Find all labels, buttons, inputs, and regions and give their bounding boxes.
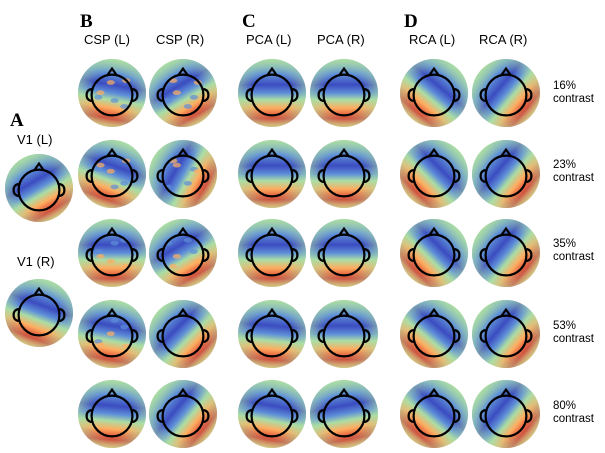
row-label-16: 16% contrast [553, 80, 594, 106]
topomap-rca-left-23 [400, 140, 468, 208]
head-outline [85, 387, 139, 438]
topomap-csp-right-35 [149, 219, 217, 287]
panel-letter-a: A [10, 110, 24, 131]
row-label-word: contrast [553, 333, 594, 345]
head-outline [479, 387, 533, 438]
row-label-percent: 80% [553, 400, 577, 412]
topomap-rca-left-35 [400, 219, 468, 287]
head-outline [245, 226, 299, 277]
row-label-53: 53% contrast [553, 320, 594, 346]
topomap-pca-right-35 [310, 219, 378, 287]
panel-letter-b: B [80, 11, 93, 32]
head-outline [156, 307, 210, 358]
head-outline [317, 66, 371, 117]
topomap-v1-right [5, 279, 73, 347]
head-outline [407, 66, 461, 117]
topomap-pca-left-16 [238, 59, 306, 127]
row-label-word: contrast [553, 251, 594, 263]
topomap-rca-right-35 [472, 219, 540, 287]
column-label-csp-right: CSP (R) [156, 32, 205, 47]
topomap-rca-left-16 [400, 59, 468, 127]
column-label-pca-right: PCA (R) [317, 32, 365, 47]
topomap-csp-right-23 [149, 140, 217, 208]
head-outline [156, 147, 210, 198]
row-label-percent: 23% [553, 159, 577, 171]
head-outline [245, 66, 299, 117]
head-outline [407, 226, 461, 277]
head-outline [407, 307, 461, 358]
row-label-word: contrast [553, 413, 594, 425]
row-label-word: contrast [553, 93, 594, 105]
topomap-rca-right-23 [472, 140, 540, 208]
v1-right-label: V1 (R) [17, 254, 55, 269]
topomap-csp-left-80 [78, 380, 146, 448]
head-outline [12, 286, 66, 337]
topomap-csp-right-80 [149, 380, 217, 448]
v1-left-label: V1 (L) [17, 132, 53, 147]
topomap-pca-left-53 [238, 300, 306, 368]
row-label-80: 80% contrast [553, 400, 594, 426]
panel-letter-c: C [242, 11, 256, 32]
head-outline [85, 147, 139, 198]
head-outline [317, 147, 371, 198]
panel-letter-d: D [404, 11, 418, 32]
topomap-csp-left-35 [78, 219, 146, 287]
topomap-rca-right-80 [472, 380, 540, 448]
head-outline [245, 147, 299, 198]
topomap-csp-left-23 [78, 140, 146, 208]
topomap-csp-left-16 [78, 59, 146, 127]
topomap-rca-left-53 [400, 300, 468, 368]
row-label-35: 35% contrast [553, 238, 594, 264]
topomap-csp-right-16 [149, 59, 217, 127]
topomap-pca-right-16 [310, 59, 378, 127]
head-outline [245, 387, 299, 438]
column-label-rca-left: RCA (L) [409, 32, 456, 47]
head-outline [156, 66, 210, 117]
topomap-rca-right-16 [472, 59, 540, 127]
row-label-percent: 35% [553, 238, 577, 250]
head-outline [479, 66, 533, 117]
topomap-pca-right-80 [310, 380, 378, 448]
head-outline [317, 226, 371, 277]
topomap-pca-right-23 [310, 140, 378, 208]
head-outline [85, 66, 139, 117]
column-label-pca-left: PCA (L) [246, 32, 292, 47]
topomap-v1-left [5, 154, 73, 222]
topomap-pca-left-80 [238, 380, 306, 448]
topomap-rca-right-53 [472, 300, 540, 368]
topomap-pca-right-53 [310, 300, 378, 368]
head-outline [479, 147, 533, 198]
head-outline [479, 307, 533, 358]
topomap-pca-left-23 [238, 140, 306, 208]
head-outline [85, 307, 139, 358]
topomap-pca-left-35 [238, 219, 306, 287]
head-outline [156, 387, 210, 438]
topomap-rca-left-80 [400, 380, 468, 448]
row-label-percent: 53% [553, 320, 577, 332]
head-outline [479, 226, 533, 277]
row-label-23: 23% contrast [553, 159, 594, 185]
column-label-rca-right: RCA (R) [479, 32, 528, 47]
column-label-csp-left: CSP (L) [84, 32, 130, 47]
head-outline [317, 307, 371, 358]
head-outline [407, 147, 461, 198]
head-outline [85, 226, 139, 277]
head-outline [12, 161, 66, 212]
head-outline [317, 387, 371, 438]
head-outline [407, 387, 461, 438]
head-outline [156, 226, 210, 277]
row-label-word: contrast [553, 172, 594, 184]
topomap-csp-left-53 [78, 300, 146, 368]
topomap-csp-right-53 [149, 300, 217, 368]
head-outline [245, 307, 299, 358]
row-label-percent: 16% [553, 80, 577, 92]
